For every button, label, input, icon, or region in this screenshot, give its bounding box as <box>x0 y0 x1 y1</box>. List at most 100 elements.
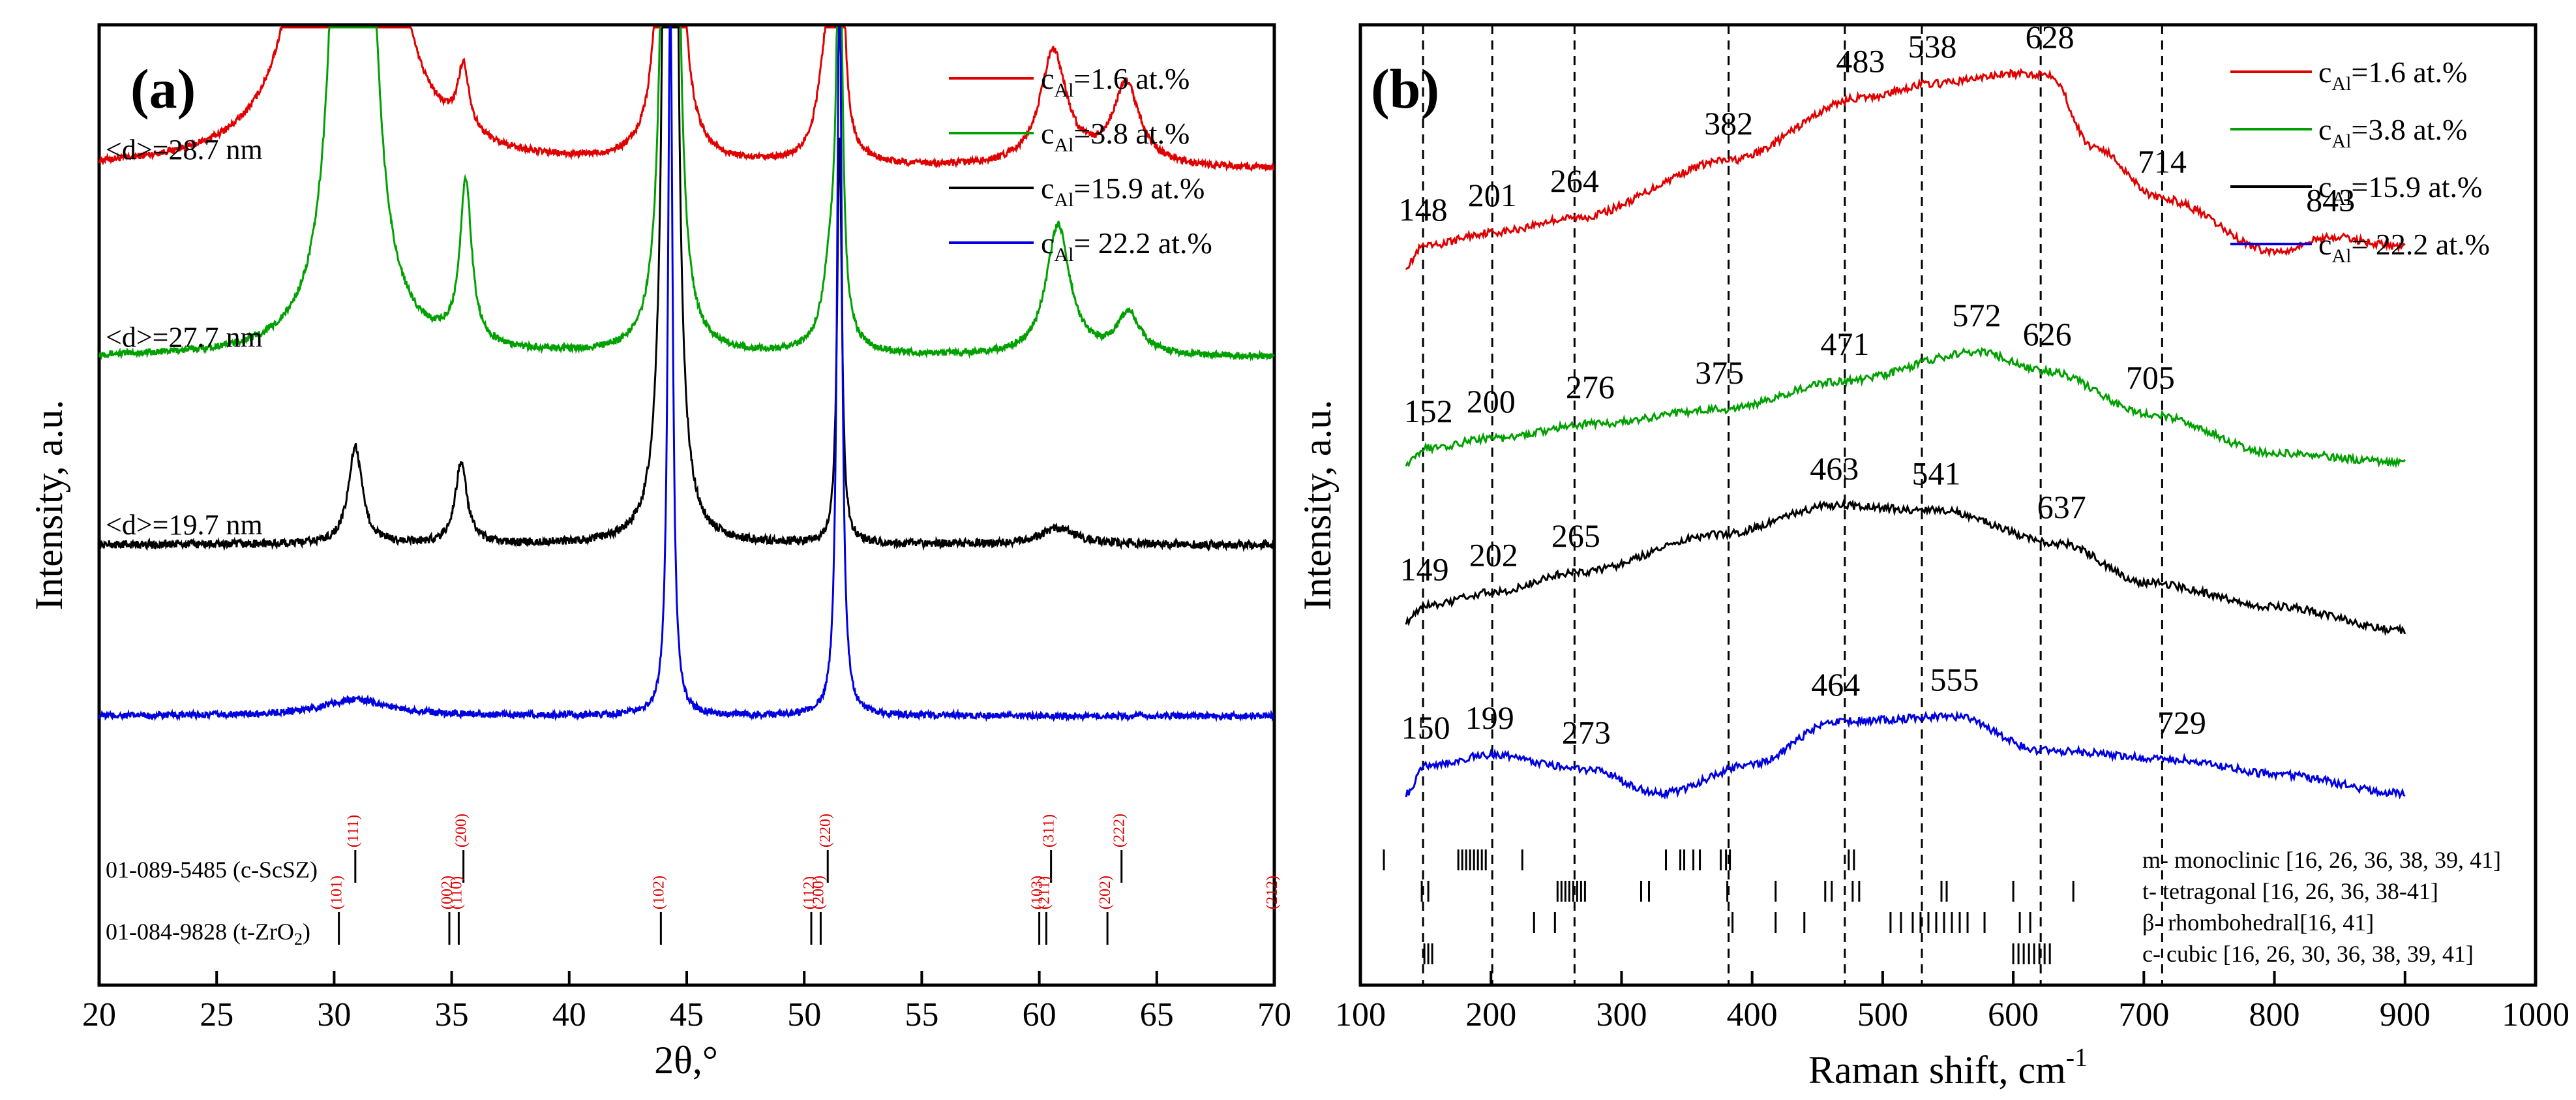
panel-a-reference-lines: 01-089-5485 (c-ScSZ) (111) (200) (220) (311)… <box>106 814 1281 949</box>
x-tick-label: 55 <box>905 996 938 1033</box>
legend-label: cAl=1.6 at.% <box>2318 55 2467 95</box>
series-line <box>98 26 1275 553</box>
panel-a-x-axis-label: 2θ,° <box>654 1039 718 1082</box>
panel-b-y-axis-label: Intensity, a.u. <box>1296 400 1339 611</box>
panel-a-xrd-chart: (a) 20 25 30 35 40 45 50 55 60 65 70 01-089-5485 (… <box>27 23 1291 1082</box>
peak-label: 202 <box>1469 536 1518 573</box>
panel-b-label: (b) <box>1371 57 1439 120</box>
series-line <box>1405 710 2406 800</box>
x-tick-label: 600 <box>1988 996 2039 1033</box>
panel-b-plot-frame <box>1358 23 2538 987</box>
series-line <box>1405 67 2406 271</box>
series-line <box>1405 498 2406 636</box>
panel-a-plot-frame <box>97 23 1276 987</box>
peak-label: 843 <box>2306 181 2355 218</box>
hkl-label: (311) <box>1041 814 1058 848</box>
peak-label: 471 <box>1820 326 1869 362</box>
panel-b-dashed-guide-lines <box>1422 25 2163 985</box>
series-line <box>1405 346 2406 468</box>
phase-reference-label: m- monoclinic [16, 26, 36, 38, 39, 41] <box>2142 847 2501 873</box>
series-line <box>98 26 1275 361</box>
panel-b-peak-labels: 148 201 264 382 483 538 628 714 843 152 200 276 375 4… <box>1399 19 2356 751</box>
peak-label: 729 <box>2157 705 2206 741</box>
peak-label: 705 <box>2126 359 2175 395</box>
x-tick-label: 45 <box>670 996 704 1033</box>
peak-label: 273 <box>1562 714 1611 750</box>
peak-label: 200 <box>1467 383 1516 420</box>
legend-label: cAl= 22.2 at.% <box>2318 228 2490 267</box>
x-tick-label: 900 <box>2380 996 2431 1033</box>
panel-b-phase-references: m- monoclinic [16, 26, 36, 38, 39, 41] t-… <box>1383 847 2501 967</box>
peak-label: 637 <box>2037 489 2086 525</box>
x-tick-label: 70 <box>1257 996 1291 1033</box>
panel-a-y-axis-label: Intensity, a.u. <box>27 400 70 611</box>
hkl-label: (211) <box>1036 876 1053 909</box>
peak-label: 628 <box>2026 19 2074 55</box>
x-tick-label: 500 <box>1857 996 1908 1033</box>
peak-label: 149 <box>1400 551 1449 587</box>
x-tick-label: 1000 <box>2502 996 2569 1033</box>
peak-label: 276 <box>1566 369 1615 405</box>
panel-b-x-ticks: 100 200 300 400 500 600 700 800 900 1000 <box>1335 971 2569 1033</box>
panel-b-x-axis-label: Raman shift, cm-1 <box>1808 1043 2088 1092</box>
hkl-label: (212) <box>1264 876 1281 909</box>
hkl-label: (110) <box>448 876 465 909</box>
peak-label: 464 <box>1811 666 1860 703</box>
phase-reference-label: t- tetragonal [16, 26, 36, 38-41] <box>2142 878 2438 904</box>
x-tick-label: 20 <box>82 996 116 1033</box>
panel-b-legend: cAl=1.6 at.% cAl=3.8 at.% cAl=15.9 at.% cAl… <box>2230 55 2490 267</box>
peak-label: 150 <box>1401 709 1450 746</box>
reference-name: 01-089-5485 (c-ScSZ) <box>106 857 318 883</box>
x-tick-label: 400 <box>1727 996 1778 1033</box>
hkl-label: (220) <box>817 814 834 848</box>
legend-label: cAl=1.6 at.% <box>1041 62 1190 101</box>
hkl-label: (112) <box>801 876 818 909</box>
peak-label: 572 <box>1953 297 2001 333</box>
panel-a-series <box>98 26 1275 723</box>
peak-label: 538 <box>1908 28 1956 65</box>
peak-label: 264 <box>1550 162 1599 199</box>
x-tick-label: 30 <box>317 996 351 1033</box>
x-tick-label: 300 <box>1596 996 1647 1033</box>
legend-label: cAl=15.9 at.% <box>2318 170 2482 209</box>
x-tick-label: 60 <box>1023 996 1056 1033</box>
panel-a-label: (a) <box>130 57 196 120</box>
peak-label: 483 <box>1836 42 1885 79</box>
legend-label: cAl=3.8 at.% <box>2318 113 2467 152</box>
hkl-label: (103) <box>1029 876 1046 909</box>
peak-label: 152 <box>1404 393 1453 429</box>
x-tick-label: 800 <box>2249 996 2300 1033</box>
hkl-label: (200) <box>453 814 470 848</box>
peak-label: 375 <box>1695 354 1744 391</box>
peak-label: 199 <box>1465 699 1514 736</box>
x-tick-label: 25 <box>200 996 233 1033</box>
hkl-label: (102) <box>650 876 667 909</box>
peak-label: 382 <box>1704 105 1753 142</box>
legend-label: cAl= 22.2 at.% <box>1041 226 1212 266</box>
peak-label: 201 <box>1468 177 1517 213</box>
peak-label: 541 <box>1911 455 1960 491</box>
x-tick-label: 40 <box>552 996 586 1033</box>
x-tick-label: 50 <box>787 996 821 1033</box>
hkl-label: (101) <box>329 876 346 909</box>
panel-a-x-ticks: 20 25 30 35 40 45 50 55 60 65 70 <box>82 971 1291 1033</box>
x-tick-label: 65 <box>1140 996 1174 1033</box>
hkl-label: (200) <box>810 876 827 909</box>
x-tick-label: 35 <box>435 996 469 1033</box>
legend-label: cAl=15.9 at.% <box>1041 172 1205 211</box>
hkl-label: (111) <box>345 815 362 848</box>
legend-label: cAl=3.8 at.% <box>1041 117 1190 156</box>
panel-a-size-labels: <d>=28.7 nm <d>=27.7 nm <d>=19.7 nm <box>106 134 263 541</box>
peak-label: 265 <box>1551 517 1600 554</box>
phase-reference-label: β- rhombohedral[16, 41] <box>2142 909 2374 936</box>
reference-name: 01-084-9828 (t-ZrO2) <box>106 919 310 949</box>
peak-label: 463 <box>1810 450 1859 487</box>
panel-b-series <box>1405 67 2406 800</box>
hkl-label: (222) <box>1111 814 1128 848</box>
peak-label: 148 <box>1399 191 1448 228</box>
x-tick-label: 200 <box>1465 996 1516 1033</box>
peak-label: 555 <box>1930 661 1979 697</box>
crystallite-size-label: <d>=28.7 nm <box>106 134 263 166</box>
x-tick-label: 700 <box>2118 996 2169 1033</box>
x-tick-label: 100 <box>1335 996 1386 1033</box>
